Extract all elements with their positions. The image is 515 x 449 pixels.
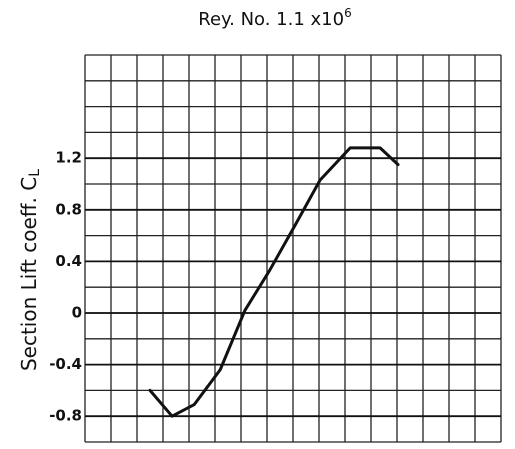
title-main: Rey. No. 1.1 x10: [198, 9, 344, 30]
y-axis-label: Section Lift coeff. CL: [17, 169, 44, 371]
y-tick-label: -0.4: [49, 355, 82, 373]
chart-title: Rey. No. 1.1 x106: [198, 6, 351, 31]
y-tick-label: 0.4: [55, 252, 82, 270]
y-tick-label: 0.8: [55, 200, 82, 218]
ylabel-main: Section Lift coeff. C: [17, 177, 41, 371]
data-line: [148, 146, 400, 418]
y-tick-label: -0.8: [49, 407, 82, 425]
y-tick-label: 0: [72, 304, 82, 322]
title-exponent: 6: [344, 6, 352, 20]
y-tick-label: 1.2: [55, 149, 82, 167]
ylabel-subscript: L: [27, 169, 43, 177]
